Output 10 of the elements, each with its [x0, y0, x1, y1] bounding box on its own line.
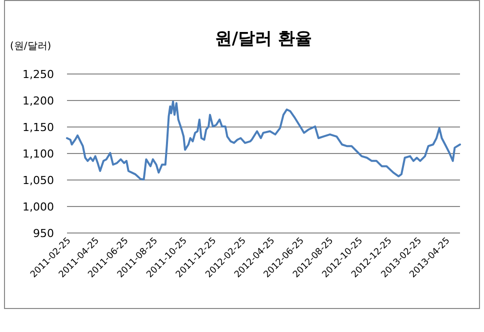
y-tick-label: 1,250	[22, 68, 54, 81]
y-tick-label: 1,100	[22, 147, 54, 160]
line-series	[66, 100, 461, 180]
chart-title: 원/달러 환율	[214, 29, 312, 49]
y-tick-label: 1,000	[22, 200, 54, 214]
y-axis-title: (원/달러)	[10, 41, 52, 52]
y-tick-label: 1,050	[22, 174, 54, 187]
y-tick-label: 1,150	[22, 120, 54, 134]
y-tick-label: 1,200	[22, 94, 54, 108]
y-tick-label: 950	[33, 226, 54, 240]
